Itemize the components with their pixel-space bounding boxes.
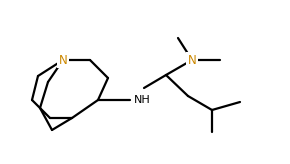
Text: N: N [188,53,196,66]
Text: NH: NH [134,95,151,105]
Text: N: N [59,53,67,66]
